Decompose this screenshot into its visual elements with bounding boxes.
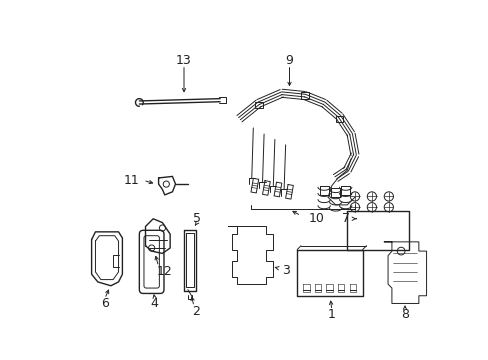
Text: 4: 4 xyxy=(150,297,159,310)
Text: 9: 9 xyxy=(285,54,293,67)
Text: 6: 6 xyxy=(101,297,108,310)
Text: 5: 5 xyxy=(193,212,201,225)
Text: 13: 13 xyxy=(176,54,191,67)
Text: 10: 10 xyxy=(308,212,324,225)
Text: 8: 8 xyxy=(400,308,408,321)
FancyBboxPatch shape xyxy=(301,93,308,99)
Text: 1: 1 xyxy=(327,308,335,321)
Text: 2: 2 xyxy=(192,305,200,318)
FancyBboxPatch shape xyxy=(335,116,343,122)
Text: 11: 11 xyxy=(123,174,139,187)
FancyBboxPatch shape xyxy=(254,102,262,108)
Text: 3: 3 xyxy=(281,264,289,277)
Text: 12: 12 xyxy=(157,265,172,278)
Text: 7: 7 xyxy=(341,212,349,225)
